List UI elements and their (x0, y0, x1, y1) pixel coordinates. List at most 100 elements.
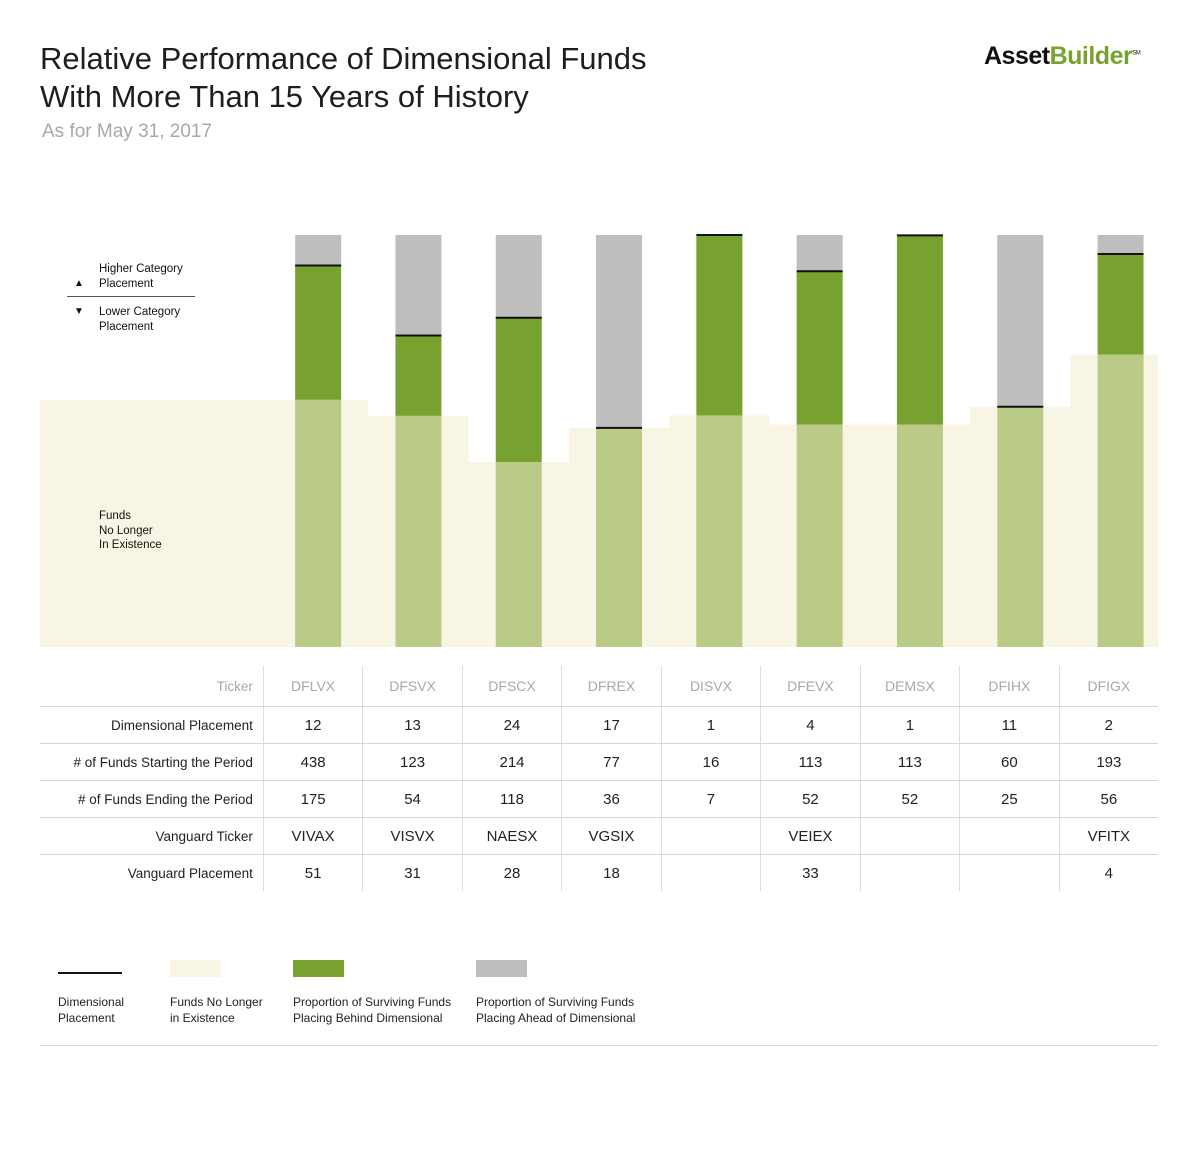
row-dimensional-placement-cell-dfsvx: 13 (362, 707, 461, 743)
bar-ahead-segment-dfevx (796, 235, 843, 272)
row-of-funds-ending-the-period-cell-dflvx: 175 (262, 781, 362, 817)
extinct-label-line-2: No Longer (99, 524, 153, 537)
row-dimensional-placement-cell-dfihx: 11 (959, 707, 1058, 743)
bar-extinct-segment-dfevx (796, 424, 843, 647)
row-vanguard-placement-label: Vanguard Placement (127, 865, 253, 881)
row-dimensional-placement-cell-demsx: 1 (859, 707, 959, 743)
down-triangle-icon: ▼ (74, 306, 84, 317)
legend-placement-line-2: Placement (58, 1011, 115, 1025)
logo-text-builder: Builder (1049, 42, 1133, 70)
row-vanguard-placement-cell-dfigx: 4 (1058, 855, 1158, 891)
row-vanguard-ticker-label: Vanguard Ticker (155, 828, 253, 844)
legend-item-ahead: Proportion of Surviving Funds Placing Ah… (476, 960, 635, 1026)
table-divider (40, 780, 1158, 781)
row-of-funds-starting-the-period-cell-dfevx: 113 (760, 744, 859, 780)
legend-extinct-line-2: in Existence (170, 1011, 235, 1025)
bar-ahead-segment-dfigx (1097, 235, 1144, 254)
row-vanguard-placement-cell-dflvx: 51 (262, 855, 362, 891)
row-of-funds-starting-the-period-cell-dfihx: 60 (959, 744, 1058, 780)
assetbuilder-logo: AssetBuilderSM (984, 42, 1141, 71)
bar-extinct-segment-dfsvx (395, 415, 442, 647)
row-of-funds-ending-the-period-cell-dfevx: 52 (760, 781, 859, 817)
row-of-funds-starting-the-period-cell-dfscx: 214 (461, 744, 561, 780)
bar-behind-segment-dfscx (495, 317, 542, 463)
ahead-swatch (476, 960, 527, 977)
side-divider (67, 296, 195, 297)
ticker-header-row-cell-dflvx: DFLVX (262, 666, 362, 706)
row-of-funds-starting-the-period: # of Funds Starting the Period 438 123 214 7… (40, 744, 1158, 780)
bar-behind-segment-demsx (896, 235, 943, 425)
bar-ahead-segment-dflvx (295, 235, 342, 266)
bar-behind-segment-dfigx (1097, 253, 1144, 355)
row-of-funds-ending-the-period-cell-dfigx: 56 (1058, 781, 1158, 817)
ticker-header-row-cell-dfigx: DFIGX (1058, 666, 1158, 706)
higher-label-line-2: Placement (99, 277, 154, 290)
row-vanguard-placement-cell-disvx (660, 855, 760, 891)
table-divider (40, 854, 1158, 855)
row-vanguard-ticker: Vanguard Ticker VIVAX VISVX NAESX VGSIX VEIEX… (40, 818, 1158, 854)
chart-subtitle: As for May 31, 2017 (42, 121, 213, 142)
row-of-funds-ending-the-period-cell-dfihx: 25 (959, 781, 1058, 817)
extinct-swatch (170, 960, 221, 977)
row-dimensional-placement-label: Dimensional Placement (111, 717, 253, 733)
row-vanguard-ticker-cell-dfrex: VGSIX (561, 818, 660, 854)
row-of-funds-ending-the-period-cell-dfrex: 36 (561, 781, 660, 817)
table-divider (40, 817, 1158, 818)
row-vanguard-placement-cell-dfihx (959, 855, 1058, 891)
legend-behind-line-1: Proportion of Surviving Funds (293, 995, 452, 1009)
bar-extinct-segment-dfihx (997, 406, 1044, 647)
bar-behind-segment-dfsvx (395, 335, 442, 416)
legend-extinct-line-1: Funds No Longer (170, 995, 263, 1009)
placement-line-swatch (58, 972, 122, 974)
bar-behind-segment-dflvx (295, 265, 342, 400)
row-dimensional-placement-cell-disvx: 1 (660, 707, 760, 743)
ticker-header-row-cell-dfihx: DFIHX (959, 666, 1058, 706)
logo-servicemark: SM (1132, 50, 1141, 57)
bar-ahead-segment-dfihx (997, 235, 1044, 407)
ticker-header-row-label: Ticker (216, 678, 253, 694)
row-of-funds-ending-the-period-label: # of Funds Ending the Period (77, 791, 253, 807)
row-dimensional-placement-cell-dflvx: 12 (262, 707, 362, 743)
data-table: Ticker DFLVX DFSVX DFSCX DFREX DISVX DFEVX DEMS… (40, 666, 1158, 891)
row-vanguard-placement: Vanguard Placement 51 31 28 18 33 4 (40, 855, 1158, 891)
row-dimensional-placement-cell-dfrex: 17 (561, 707, 660, 743)
row-of-funds-starting-the-period-cell-dfrex: 77 (561, 744, 660, 780)
legend-ahead-line-1: Proportion of Surviving Funds (476, 995, 635, 1009)
title-line-2: With More Than 15 Years of History (40, 79, 529, 114)
row-vanguard-placement-cell-dfrex: 18 (561, 855, 660, 891)
row-vanguard-ticker-cell-dfevx: VEIEX (760, 818, 859, 854)
bar-extinct-segment-disvx (696, 415, 743, 647)
legend-item-extinct: Funds No Longer in Existence (170, 960, 263, 1026)
ticker-header-row-cell-dfevx: DFEVX (760, 666, 859, 706)
row-of-funds-ending-the-period-cell-disvx: 7 (660, 781, 760, 817)
row-of-funds-ending-the-period-cell-dfsvx: 54 (362, 781, 461, 817)
legend-behind-line-2: Placing Behind Dimensional (293, 1011, 443, 1025)
row-vanguard-placement-cell-dfsvx: 31 (362, 855, 461, 891)
logo-text-asset: Asset (984, 42, 1050, 70)
row-dimensional-placement-cell-dfevx: 4 (760, 707, 859, 743)
row-vanguard-placement-cell-demsx (859, 855, 959, 891)
table-divider (40, 706, 1158, 707)
row-vanguard-ticker-cell-dfigx: VFITX (1058, 818, 1158, 854)
bar-extinct-segment-dfigx (1097, 354, 1144, 647)
legend-placement-line-1: Dimensional (58, 995, 125, 1009)
bottom-rule (40, 1045, 1158, 1046)
ticker-header-row-cell-dfrex: DFREX (561, 666, 660, 706)
higher-category-label: Higher Category Placement (99, 262, 183, 291)
row-of-funds-starting-the-period-cell-dfsvx: 123 (362, 744, 461, 780)
bar-behind-segment-disvx (696, 235, 743, 416)
row-vanguard-placement-cell-dfevx: 33 (760, 855, 859, 891)
row-of-funds-starting-the-period-cell-dfigx: 193 (1058, 744, 1158, 780)
row-vanguard-ticker-cell-demsx (859, 818, 959, 854)
row-of-funds-starting-the-period-label: # of Funds Starting the Period (73, 754, 253, 770)
extinct-label-line-3: In Existence (99, 539, 162, 551)
legend-ahead-line-2: Placing Ahead of Dimensional (476, 1011, 636, 1025)
lower-label-line-2: Placement (99, 320, 154, 333)
up-triangle-icon: ▲ (74, 278, 84, 289)
row-vanguard-ticker-cell-dfsvx: VISVX (362, 818, 461, 854)
bar-extinct-segment-demsx (896, 424, 943, 647)
row-of-funds-ending-the-period-cell-dfscx: 118 (461, 781, 561, 817)
lower-category-label: Lower Category Placement (99, 305, 180, 334)
row-of-funds-starting-the-period-cell-disvx: 16 (660, 744, 760, 780)
row-dimensional-placement: Dimensional Placement 12 13 24 17 1 4 1 11 2 (40, 707, 1158, 743)
